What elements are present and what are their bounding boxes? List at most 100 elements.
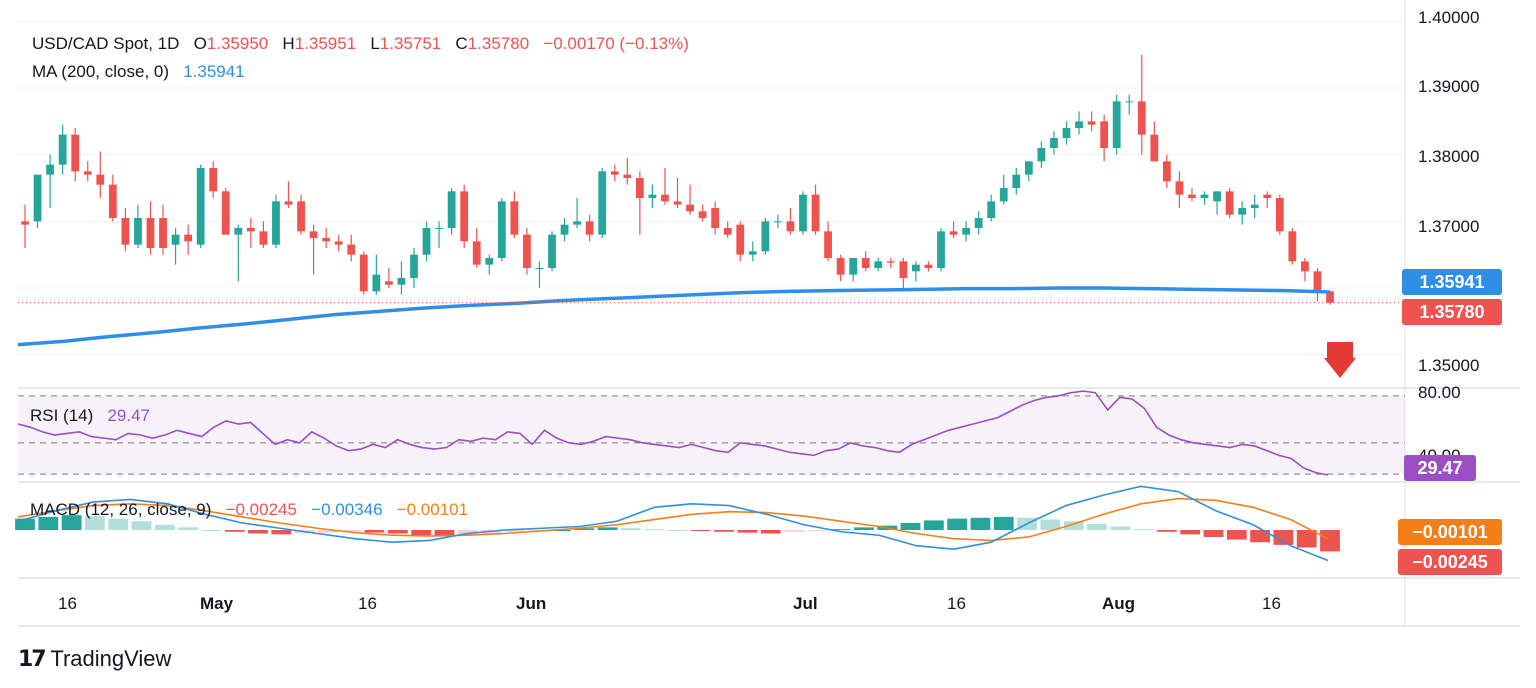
- ohlc-legend: USD/CAD Spot, 1D O1.35950 H1.35951 L1.35…: [32, 34, 689, 54]
- macd-histogram-bar: [457, 530, 478, 536]
- candle-body: [359, 254, 368, 292]
- candle-body: [259, 231, 268, 245]
- macd-hist-badge: −0.00245: [1398, 549, 1502, 575]
- x-tick-aug: Aug: [1102, 594, 1136, 613]
- candle-body: [146, 218, 155, 248]
- macd-hist-value: −0.00245: [225, 500, 297, 519]
- macd-histogram-bar: [61, 515, 82, 530]
- candle-body: [962, 228, 970, 235]
- candle-body: [1200, 194, 1209, 198]
- candle-body: [610, 171, 619, 175]
- low-value: 1.35751: [379, 34, 442, 53]
- ma-price-badge: 1.35941: [1402, 269, 1502, 295]
- rsi-band: [18, 395, 1405, 475]
- macd-histogram-bar: [667, 530, 688, 531]
- candle-body: [33, 174, 42, 222]
- candle-body: [1125, 101, 1134, 103]
- close-label: C: [455, 34, 468, 53]
- candle-body: [221, 191, 230, 235]
- candle-body: [673, 201, 682, 205]
- candle-body: [234, 228, 243, 235]
- candle-body: [560, 224, 569, 235]
- macd-histogram-bar: [900, 523, 921, 530]
- macd-histogram-bar: [644, 529, 665, 531]
- x-tick-aug-16: 16: [1262, 594, 1281, 613]
- brand-label: TradingView: [50, 646, 172, 671]
- candle-body: [1288, 231, 1297, 262]
- candle-body: [58, 134, 67, 165]
- macd-histogram-bar: [178, 527, 199, 530]
- candle-body: [410, 254, 418, 278]
- candle-body: [246, 228, 255, 232]
- tradingview-logo[interactable]: 𝟭𝟳 TradingView: [18, 646, 171, 672]
- macd-histogram-bar: [737, 530, 758, 533]
- candle-body: [385, 281, 393, 285]
- candle-body: [761, 221, 770, 252]
- candle-body: [472, 241, 481, 265]
- rsi-tick-80: 80.00: [1418, 383, 1461, 402]
- candle-body: [497, 201, 506, 258]
- symbol-label: USD/CAD Spot, 1D: [32, 34, 180, 53]
- candle-body: [523, 234, 531, 268]
- candle-body: [1175, 181, 1184, 195]
- price-tick-5: 1.35000: [1418, 356, 1480, 375]
- price-tick-4: 1.37000: [1418, 217, 1480, 236]
- candle-body: [1012, 174, 1021, 188]
- candle-body: [736, 224, 745, 255]
- macd-histogram-bar: [1296, 530, 1317, 548]
- candle-body: [836, 258, 845, 275]
- candle-body: [397, 278, 406, 285]
- macd-histogram-bar: [201, 530, 222, 531]
- candle-body: [974, 218, 983, 228]
- candle-body: [96, 174, 105, 185]
- candle-body: [447, 191, 456, 228]
- candle-body: [322, 238, 331, 242]
- candle-body: [71, 134, 80, 172]
- macd-histogram-bar: [85, 516, 105, 530]
- x-tick-apr-16: 16: [58, 594, 77, 613]
- macd-histogram-bar: [224, 530, 245, 532]
- macd-histogram-bar: [341, 530, 362, 532]
- candle-body: [422, 228, 431, 255]
- candle-body: [1024, 161, 1033, 175]
- candle-body: [987, 201, 996, 218]
- macd-signal-value: −0.00101: [396, 500, 469, 519]
- candle-body: [786, 221, 795, 232]
- candle-body: [284, 201, 293, 205]
- macd-histogram-bar: [271, 530, 292, 535]
- candle-body: [347, 244, 356, 255]
- candle-body: [334, 241, 343, 245]
- candle-body: [1326, 291, 1334, 303]
- macd-histogram-bar: [154, 524, 175, 530]
- candle-body: [912, 264, 920, 272]
- rsi-legend: RSI (14) 29.47: [30, 406, 150, 426]
- candle-body: [1137, 101, 1146, 135]
- candle-body: [598, 171, 607, 235]
- candle-body: [1075, 121, 1083, 128]
- macd-histogram-bar: [1040, 519, 1061, 530]
- candle-body: [1150, 134, 1159, 162]
- rsi-label: RSI (14): [30, 406, 94, 425]
- down-arrow-icon: [1324, 342, 1356, 378]
- candle-body: [648, 194, 657, 198]
- candle-body: [435, 228, 443, 229]
- high-label: H: [282, 34, 295, 53]
- candle-body: [623, 174, 632, 178]
- macd-histogram-bar: [131, 521, 152, 530]
- macd-histogram-bar: [1133, 529, 1154, 531]
- candle-body: [548, 234, 556, 268]
- x-tick-jul-16: 16: [947, 594, 966, 613]
- candle-body: [1301, 261, 1309, 272]
- macd-histogram-bar: [504, 530, 525, 532]
- macd-histogram-bar: [1226, 530, 1247, 540]
- candle-body: [748, 251, 757, 255]
- rsi-line: [17, 390, 1329, 476]
- macd-histogram-bar: [923, 520, 944, 530]
- rsi-badge: 29.47: [1404, 455, 1476, 481]
- ma200-line: [17, 286, 1331, 347]
- macd-histogram-bar: [620, 528, 641, 530]
- candle-body: [159, 218, 167, 248]
- macd-histogram-bar: [1180, 530, 1201, 535]
- close-price-badge: 1.35780: [1402, 299, 1502, 325]
